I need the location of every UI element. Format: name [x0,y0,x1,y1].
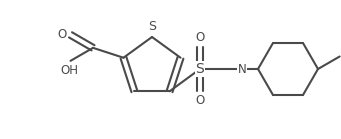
Text: O: O [195,31,205,44]
Text: S: S [148,20,156,33]
Text: O: O [195,94,205,107]
Text: N: N [238,63,247,75]
Text: S: S [196,62,204,76]
Text: OH: OH [60,64,78,77]
Text: O: O [57,28,66,41]
